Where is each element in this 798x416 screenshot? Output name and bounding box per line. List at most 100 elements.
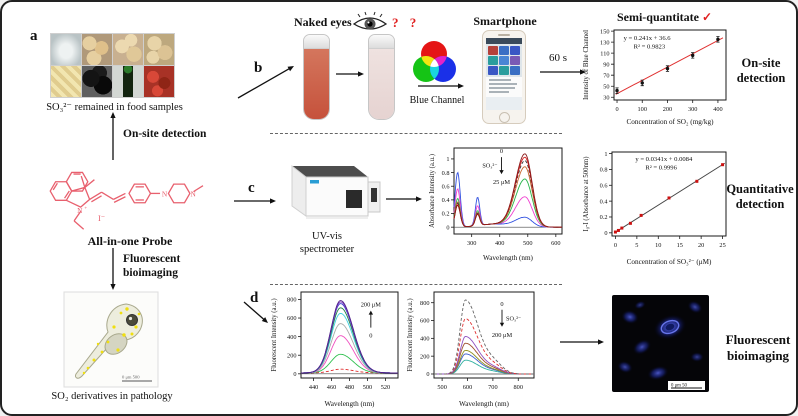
fluorescence-increase-chart: 440 460 480 500 520 0 200 400 600 800 Wavelength (… [271,291,399,408]
food-samples-photo [50,33,175,98]
zebrafish-caption: SO₂ derivatives in pathology [51,391,173,402]
svg-text:200: 200 [420,353,429,360]
question-marks: ? ? [392,15,421,30]
probe-structure: N + I⁻ N N [49,171,204,230]
svg-text:Intensity of Blue Channel: Intensity of Blue Channel [583,30,590,100]
onsite-detection-line1: On-site [741,56,781,70]
svg-text:0: 0 [615,106,618,113]
quantitative-chart: 0 5 10 15 20 25 0 0.2 0.4 0.6 0.8 1 Concentration of… [583,151,727,266]
food-sample-photo [113,34,143,65]
svg-text:400: 400 [495,240,504,247]
panel-d-arrow [243,301,268,323]
onsite-up-arrow [110,112,116,160]
bioimaging-down-arrow [110,248,116,290]
spectrometer-caption-line1: UV-vis [312,231,342,242]
piperazine-n1-atom: N [162,189,168,198]
vial-cap [369,35,394,49]
vial-before-photo [303,34,330,120]
time-label: 60 s [549,52,568,64]
food-sample-photo [82,34,112,65]
indolium-n-atom: N [77,206,83,215]
onsite-detection-line2: detection [736,71,786,85]
svg-text:600: 600 [420,318,429,325]
food-sample-photo [51,66,81,97]
svg-text:0.8: 0.8 [442,170,450,177]
blue-channel-label: Blue Channel [409,95,465,106]
svg-text:SO₃²⁻: SO₃²⁻ [482,163,497,170]
svg-text:10: 10 [655,242,661,249]
blue-channel-arrow [418,83,464,89]
food-sample-photo [144,66,174,97]
svg-text:300: 300 [688,106,697,113]
onsite-detection-label: On-site detection [728,56,794,86]
svg-text:400: 400 [713,106,722,113]
svg-text:R² = 0.9823: R² = 0.9823 [634,43,666,50]
uv-vis-spectrometer-photo [291,164,381,219]
svg-text:0.6: 0.6 [600,182,608,189]
svg-text:600: 600 [287,315,296,322]
naked-eyes-label: Naked eyes [294,15,352,29]
fluorescent-bioimaging-line2: bioimaging [726,348,790,363]
semi-quantitate-chart: 0 100 200 300 400 30 50 70 90 110 130 150 Concentrat… [583,28,727,126]
svg-text:Concentration of SO₂ (mg/kg): Concentration of SO₂ (mg/kg) [627,118,715,126]
svg-text:1: 1 [446,156,449,163]
smartphone-label: Smartphone [473,14,537,28]
panel-b-arrow [237,66,294,99]
svg-text:110: 110 [600,50,609,57]
food-sample-photo [144,34,174,65]
svg-text:0.4: 0.4 [442,197,451,204]
svg-text:800: 800 [514,384,523,391]
absorbance-spectra-chart: 300 400 500 600 0 0.2 0.4 0.6 0.8 1 Wavelength (nm… [429,147,563,262]
svg-text:600: 600 [551,240,560,247]
svg-text:0: 0 [293,371,296,378]
svg-text:R² = 0.9996: R² = 0.9996 [645,165,677,172]
quantitative-detection-line1: Quantitative [726,182,794,196]
svg-text:0: 0 [369,333,372,340]
vial-pale-solution [369,49,394,119]
svg-text:Absorbance Intensity (a.u.): Absorbance Intensity (a.u.) [429,154,436,228]
vial-red-solution [304,49,329,119]
svg-text:500: 500 [523,240,532,247]
food-sample-photo [113,66,143,97]
svg-text:200 μM: 200 μM [492,332,513,339]
svg-text:y = 0.241x + 36.6: y = 0.241x + 36.6 [624,35,672,42]
svg-text:25 μM: 25 μM [493,179,510,186]
svg-text:460: 460 [327,384,336,391]
svg-text:800: 800 [420,300,429,307]
phone-home-button [498,112,510,123]
fluorescence-decrease-chart: 500 600 700 800 0 200 400 600 800 Wavelength (nm)… [407,291,535,408]
svg-text:0.8: 0.8 [600,167,608,174]
svg-text:500: 500 [437,384,446,391]
panel-label-c: c [248,180,255,196]
svg-text:50: 50 [603,83,609,90]
phone-result-table [486,77,522,97]
spectrometer-caption-line2: spectrometer [299,244,355,255]
svg-text:15: 15 [677,242,683,249]
phone-statusbar [486,38,522,44]
phone-screen [486,38,522,110]
panel-label-d: d [250,290,259,306]
svg-text:Fluorescent Intensity (a.u.): Fluorescent Intensity (a.u.) [407,298,414,371]
quantitative-detection-line2: detection [735,197,785,211]
svg-text:0: 0 [426,371,429,378]
food-sample-photo [82,66,112,97]
svg-text:200 μM: 200 μM [361,302,382,309]
svg-text:400: 400 [420,336,429,343]
check-icon: ✓ [701,10,713,24]
panel-c-arrow [234,198,276,204]
smartphone-photo [482,30,526,124]
fluorescent-bioimaging-line1: Fluorescent [725,332,791,347]
svg-text:70: 70 [603,72,609,79]
svg-text:0: 0 [500,148,503,155]
cell-imaging-photo: 0 μm 50 [612,295,709,392]
zebrafish-photo: 0 μm 500 [63,291,159,388]
svg-text:90: 90 [603,61,609,68]
phone-speaker [498,34,510,36]
fluorescent-bioimaging-label: Fluorescent bioimaging [720,332,796,364]
probe-label: All-in-one Probe [87,234,173,248]
svg-text:0: 0 [500,301,503,308]
svg-text:150: 150 [600,28,609,35]
piperazine-n2-atom: N [190,189,196,198]
svg-text:520: 520 [381,384,390,391]
